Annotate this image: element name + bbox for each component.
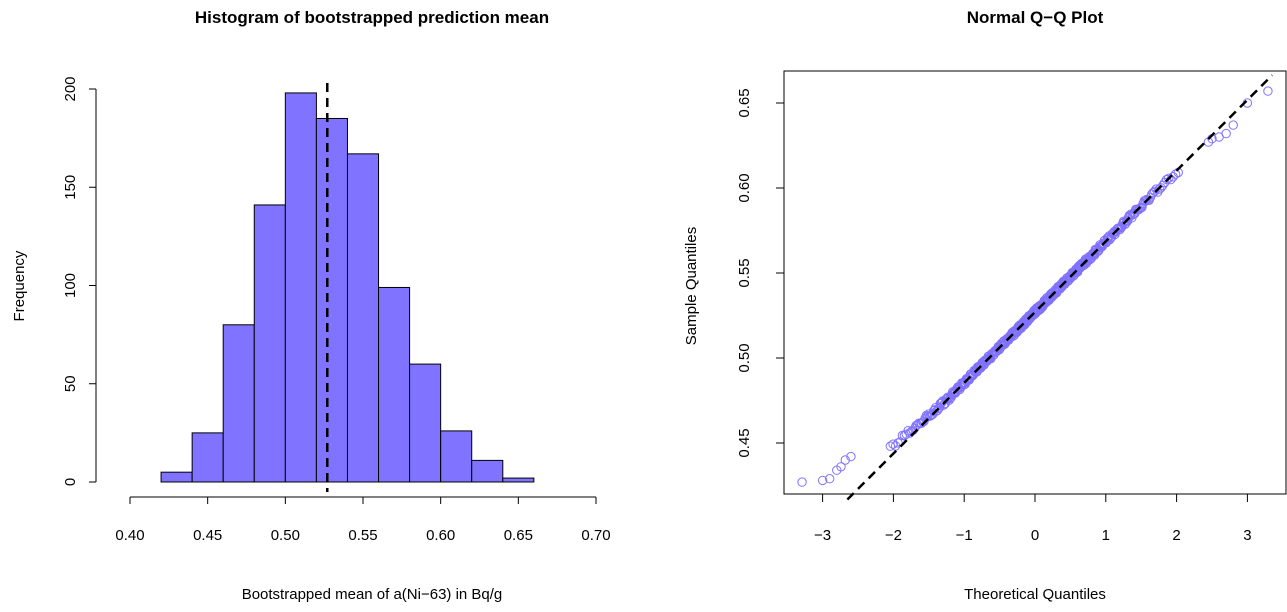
qq-y-tick-label: 0.50 <box>736 343 753 372</box>
qq-x-axis: −3 −2 −1 0 1 2 3 <box>814 493 1252 544</box>
histogram-x-tick-label: 0.65 <box>504 527 533 544</box>
qq-point <box>797 477 807 487</box>
histogram-bar-10 <box>471 459 504 483</box>
qq-point <box>1263 86 1273 96</box>
qq-x-tick-label: 0 <box>1031 527 1039 544</box>
qq-point <box>888 439 898 449</box>
qq-x-tick-label: −2 <box>885 527 902 544</box>
histogram-bar-1 <box>191 432 224 483</box>
qq-reference-line <box>846 74 1274 501</box>
histogram-bar-4 <box>284 92 317 483</box>
qq-point <box>1163 173 1174 183</box>
qq-point <box>938 400 949 410</box>
histogram-panel: Histogram of bootstrapped prediction mea… <box>11 8 611 603</box>
qq-point <box>893 438 903 448</box>
histogram-bar-2 <box>222 324 255 483</box>
qq-plot-y-axis-label: Sample Quantiles <box>683 227 700 345</box>
qq-point <box>931 406 942 416</box>
histogram-y-tick-label: 50 <box>62 375 79 392</box>
qq-point <box>1228 120 1238 130</box>
histogram-x-tick-label: 0.70 <box>581 527 610 544</box>
qq-point <box>824 474 835 484</box>
histogram-bar-8 <box>409 363 442 483</box>
qq-y-tick-label: 0.60 <box>736 173 753 202</box>
qq-y-tick-label: 0.55 <box>736 258 753 287</box>
qq-x-tick-label: −1 <box>956 527 973 544</box>
histogram-y-tick-label: 150 <box>62 175 79 200</box>
histogram-bar-9 <box>440 430 473 483</box>
histogram-y-tick-label: 100 <box>62 273 79 298</box>
qq-plot-x-axis-label: Theoretical Quantiles <box>964 586 1106 603</box>
histogram-bar-11 <box>502 477 535 483</box>
qq-point <box>1134 205 1144 215</box>
qq-y-tick-label: 0.45 <box>736 428 753 457</box>
qq-point <box>846 451 856 462</box>
histogram-x-tick-label: 0.60 <box>426 527 455 544</box>
qq-point <box>885 441 896 451</box>
qq-plot-title: Normal Q−Q Plot <box>967 8 1104 27</box>
qq-point <box>1135 204 1145 214</box>
histogram-y-tick-label: 200 <box>62 76 79 101</box>
histogram-bar-5 <box>315 117 348 483</box>
qq-point <box>1161 174 1172 185</box>
qq-points <box>797 74 1274 501</box>
qq-y-axis: 0.45 0.50 0.55 0.60 0.65 <box>736 88 785 458</box>
histogram-y-axis-label: Frequency <box>11 250 28 321</box>
qq-point <box>903 425 913 436</box>
qq-point <box>836 462 846 472</box>
qq-plot-panel: Normal Q−Q Plot Theoretical Quantiles Sa… <box>683 8 1287 603</box>
histogram-y-tick-label: 0 <box>62 478 79 486</box>
qq-x-tick-label: 1 <box>1102 527 1110 544</box>
histogram-x-tick-label: 0.55 <box>348 527 377 544</box>
histogram-bar-7 <box>378 286 411 483</box>
histogram-bars <box>160 83 535 492</box>
histogram-bar-0 <box>160 471 193 483</box>
qq-point <box>840 455 850 465</box>
histogram-bar-6 <box>346 153 380 483</box>
histogram-x-tick-label: 0.50 <box>271 527 300 544</box>
qq-x-tick-label: 2 <box>1172 527 1180 544</box>
qq-x-tick-label: 3 <box>1243 527 1251 544</box>
histogram-y-axis: 0 50 100 150 200 <box>62 76 97 486</box>
histogram-title: Histogram of bootstrapped prediction mea… <box>195 8 549 27</box>
qq-point <box>942 394 952 404</box>
histogram-x-axis: 0.40 0.45 0.50 0.55 0.60 0.65 0.70 <box>115 496 611 544</box>
histogram-x-tick-label: 0.40 <box>115 527 144 544</box>
qq-point <box>929 406 939 416</box>
histogram-bar-3 <box>253 204 286 483</box>
qq-point <box>1221 128 1231 139</box>
qq-x-tick-label: −3 <box>814 527 831 544</box>
histogram-x-axis-label: Bootstrapped mean of a(Ni−63) in Bq/g <box>242 586 503 603</box>
qq-point <box>817 475 828 486</box>
histogram-x-tick-label: 0.45 <box>193 527 222 544</box>
qq-y-tick-label: 0.65 <box>736 88 753 117</box>
